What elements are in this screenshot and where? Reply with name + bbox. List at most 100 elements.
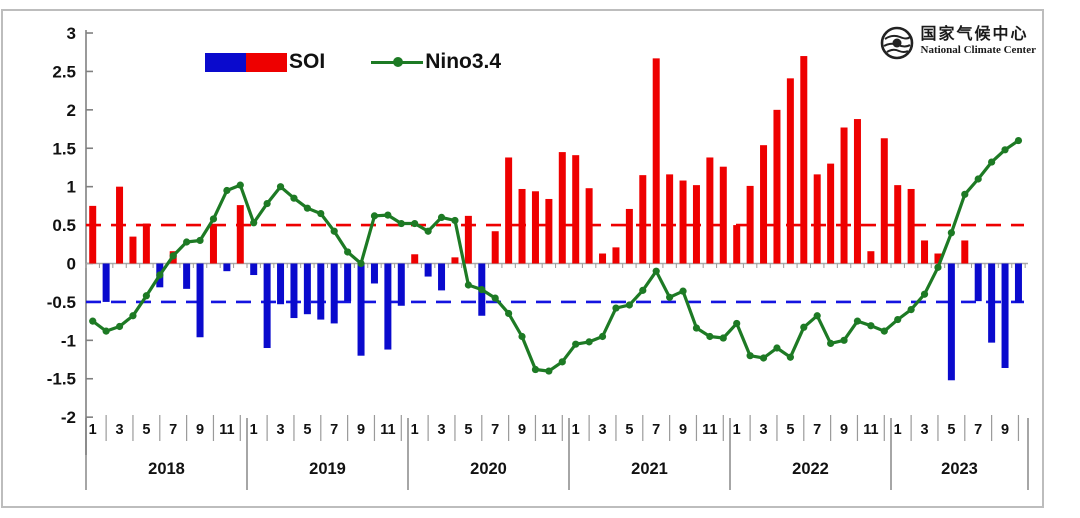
nino-point [920,290,929,298]
nino-point [706,332,714,341]
soi-bar [625,208,633,264]
soi-bar [116,186,124,264]
month-tick-label: 3 [438,422,446,438]
soi-bar [303,263,311,315]
soi-bar [451,257,459,264]
soi-bar [572,155,580,264]
nino-point [692,324,701,332]
nino-point [598,332,607,341]
month-tick-label: 9 [840,422,848,438]
logo-chinese-text: 国家气候中心 [920,26,1029,43]
nino-point [370,212,379,220]
nino-point [236,181,244,189]
soi-bar [813,174,821,264]
nino-point [894,315,902,324]
soi-bar [786,78,794,264]
soi-bar [652,58,660,264]
nino-point [679,287,687,295]
nino-point [411,219,419,228]
soi-negative-swatch [205,52,246,72]
nino-point [545,367,553,375]
month-tick-label: 7 [330,422,338,438]
nino-point [719,334,727,342]
nino-point [451,216,459,225]
nino-point [880,327,888,335]
nino-point [652,267,660,275]
soi-bar [464,215,472,264]
soi-bar [894,185,902,264]
nino-point [867,322,875,330]
soi-bar [344,263,352,302]
nino-point [1014,136,1023,145]
y-axis-tick-label: -2 [61,408,76,427]
y-axis-tick-label: 3 [67,24,76,43]
month-tick-label: 5 [786,422,794,438]
y-axis-tick-label: 1.5 [52,139,76,158]
soi-bar [733,225,741,264]
nino-point [827,339,835,348]
nino-point [988,158,996,166]
nino-point [773,344,781,352]
month-tick-label: 11 [863,422,878,438]
nino-point [907,305,915,314]
soi-bar [800,56,808,264]
y-axis-tick-label: -0.5 [47,293,76,312]
nino-point [437,213,446,222]
month-tick-label: 5 [142,422,150,438]
nino-point [639,286,647,294]
soi-bar [867,251,875,264]
soi-bar [236,205,244,264]
soi-bar [129,236,137,264]
nino-point [733,319,741,328]
nino-point [464,281,472,289]
soi-bar [1001,263,1009,368]
month-tick-label: 11 [380,422,395,438]
nino-point [384,211,392,219]
soi-bar [424,263,432,277]
chart-legend: SOI Nino3.4 [205,50,547,74]
soi-bar [102,263,110,302]
nino-point [800,323,808,331]
nino-point [813,312,821,320]
soi-bar [558,152,566,264]
soi-bar [961,240,969,264]
nino-point [666,293,674,301]
month-tick-label: 9 [196,422,204,438]
y-axis-tick-label: 0 [67,255,76,274]
nino-point [330,227,338,235]
nino-point [853,317,862,325]
month-tick-label: 5 [303,422,311,438]
soi-bar [411,254,419,264]
nino-point [317,209,325,218]
soi-bar [397,263,405,306]
soi-bar [679,180,687,264]
soi-bar [692,185,700,264]
nino-point [129,312,137,320]
month-tick-label: 1 [894,422,902,438]
soi-bar [773,109,781,264]
y-axis-tick-label: 2.5 [52,62,76,81]
month-tick-label: 7 [169,422,177,438]
soi-bar [290,263,298,319]
nino-point [491,294,499,302]
nino-point [209,215,218,223]
soi-bar [142,223,150,264]
soi-positive-swatch [246,52,287,72]
month-tick-label: 11 [219,422,234,438]
soi-bar [89,205,97,264]
nino-line [91,139,1021,373]
soi-bar [1014,263,1022,303]
y-axis-tick-label: -1.5 [47,370,76,389]
nino-point [250,219,258,227]
nino-point [263,199,271,208]
soi-bar [223,263,231,272]
nino-point [183,238,191,246]
soi-bar [853,119,861,264]
soi-bar [907,188,915,264]
month-tick-label: 7 [652,422,660,438]
soi-bar [505,157,513,264]
nino-point [840,336,848,344]
nino-point [169,252,177,260]
month-tick-label: 1 [572,422,580,438]
soi-bar [947,263,955,381]
